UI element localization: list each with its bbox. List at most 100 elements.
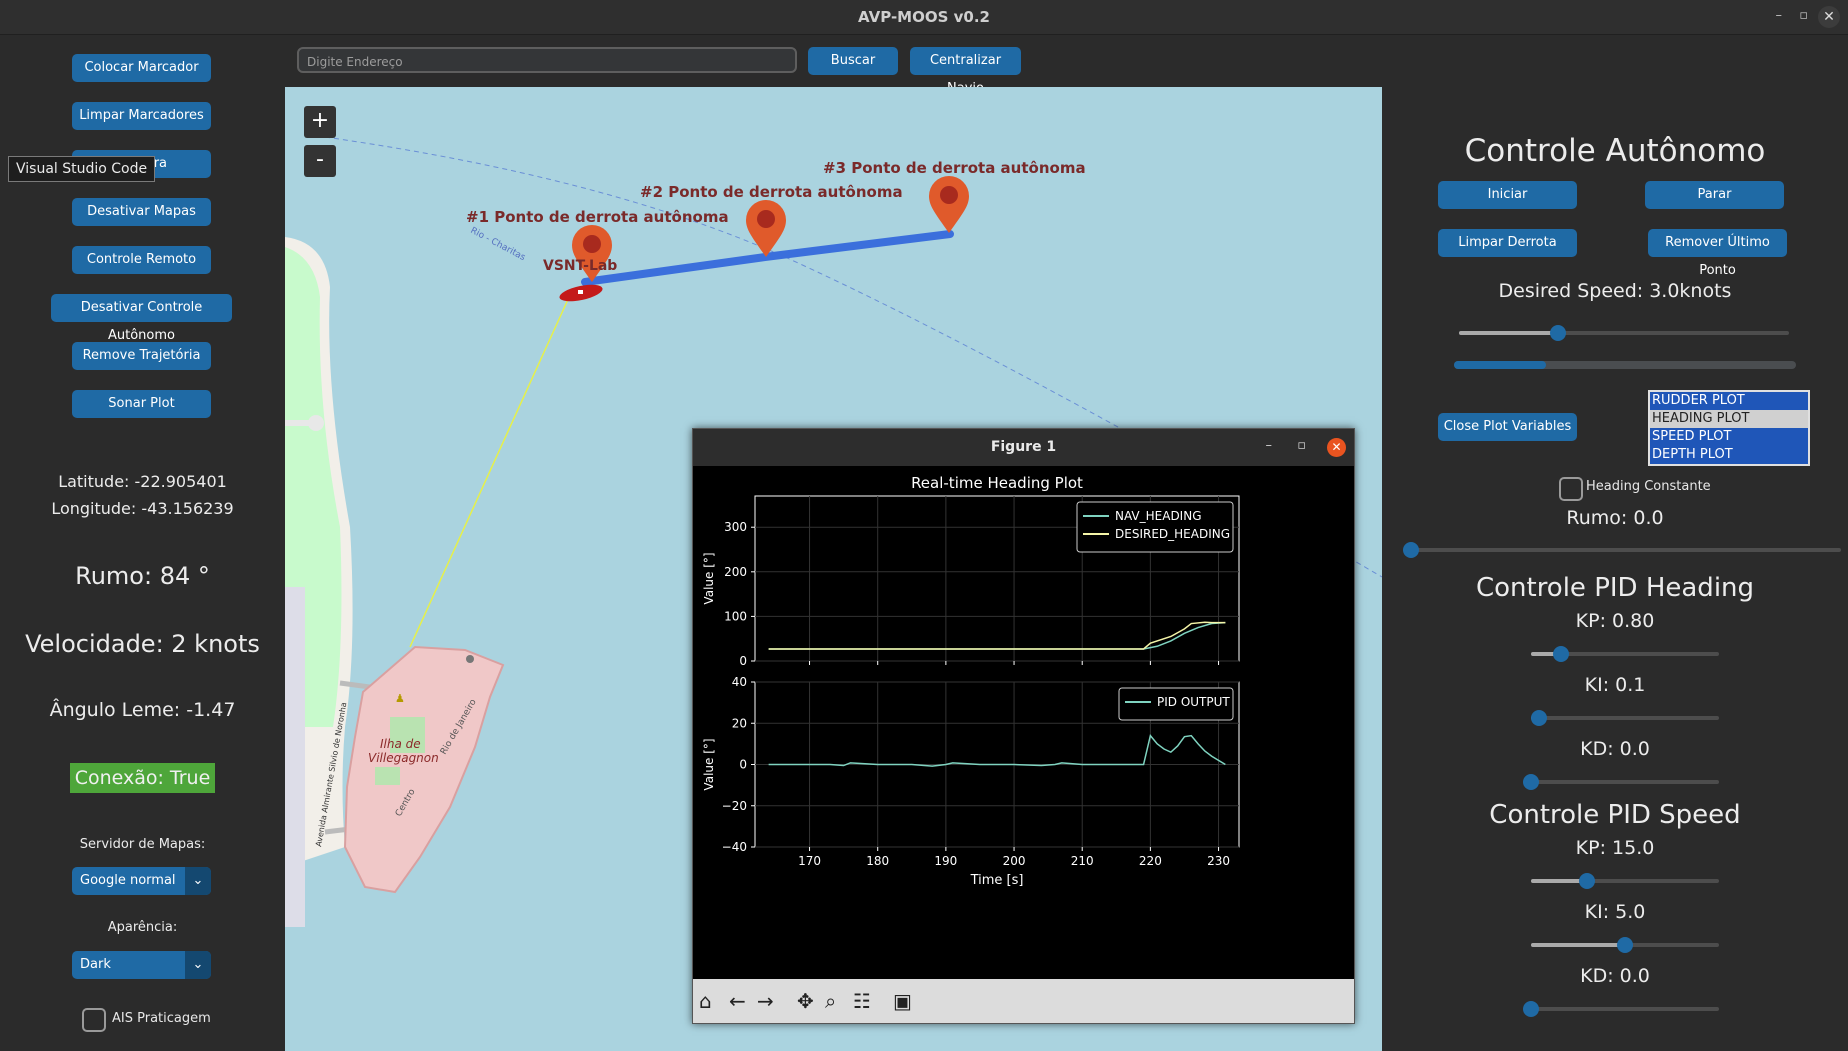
x-tick-label: 190 (934, 854, 957, 868)
route-label: Rio - Charitas (469, 226, 528, 263)
desativar-mapas-button[interactable]: Desativar Mapas (72, 198, 211, 226)
ais-praticagem-checkbox[interactable] (82, 1008, 106, 1032)
legend-label: PID OUTPUT (1157, 695, 1230, 709)
angulo-leme-readout: Ângulo Leme: -1.47 (49, 699, 236, 721)
colocar-marcador-button[interactable]: Colocar Marcador (72, 54, 211, 82)
heading-constante-label: Heading Constante (1586, 479, 1711, 494)
buscar-button[interactable]: Buscar (808, 47, 898, 75)
minimize-icon[interactable]: – (1775, 8, 1783, 23)
zoom-out-button[interactable]: - (304, 145, 336, 177)
x-tick-label: 230 (1207, 854, 1230, 868)
zoom-icon[interactable]: ⌕ (825, 989, 837, 1013)
list-item[interactable]: RUDDER PLOT (1652, 393, 1745, 408)
island-label-1: Ilha de (380, 737, 421, 751)
y-tick-label: −20 (722, 799, 747, 813)
list-item[interactable]: DEPTH PLOT (1652, 447, 1733, 462)
chevron-down-icon[interactable]: ⌄ (185, 867, 211, 895)
aparencia-select[interactable]: Dark ⌄ (72, 951, 211, 979)
heading-kp-slider[interactable] (1531, 646, 1719, 662)
slider-handle[interactable] (1550, 325, 1566, 341)
home-icon[interactable]: ⌂ (699, 989, 712, 1013)
speed-kp-slider[interactable] (1531, 873, 1719, 889)
slider-handle[interactable] (1523, 1001, 1539, 1017)
speed-ki-label: KI: 5.0 (1584, 901, 1646, 923)
figure-minimize-icon[interactable]: – (1265, 438, 1273, 453)
servidor-label: Servidor de Mapas: (79, 837, 206, 852)
figure-maximize-icon[interactable]: ▫ (1297, 438, 1306, 453)
desired-speed-label: Desired Speed: 3.0knots (1498, 280, 1732, 302)
desired-speed-slider[interactable] (1459, 325, 1789, 341)
slider-handle[interactable] (1553, 646, 1570, 662)
heading-constante-checkbox[interactable] (1559, 477, 1583, 501)
window-close-icon[interactable]: ✕ (1818, 6, 1840, 28)
y-tick-label: 100 (724, 609, 747, 623)
sonar-plot-button[interactable]: Sonar Plot (72, 390, 211, 418)
figure-close-icon[interactable]: ✕ (1327, 438, 1346, 457)
speed-kd-label: KD: 0.0 (1580, 965, 1650, 987)
chevron-down-icon[interactable]: ⌄ (185, 951, 211, 979)
legend-label: DESIRED_HEADING (1115, 527, 1230, 541)
x-tick-label: 220 (1139, 854, 1162, 868)
slider-handle[interactable] (1617, 937, 1633, 953)
legend-box (1076, 501, 1234, 553)
heading-kp-label: KP: 0.80 (1575, 610, 1655, 632)
series-line-pid-output (768, 733, 1226, 767)
waypoint-2-marker-icon[interactable] (746, 200, 786, 257)
x-tick-label: 180 (866, 854, 889, 868)
slider-handle[interactable] (1579, 873, 1596, 889)
centralizar-navio-button[interactable]: Centralizar Navio (910, 47, 1021, 96)
chart-title: Real-time Heading Plot (911, 474, 1083, 492)
list-item-selected[interactable]: HEADING PLOT (1650, 410, 1808, 428)
iniciar-button[interactable]: Iniciar (1438, 181, 1577, 209)
speed-progress-fill (1454, 361, 1547, 369)
waypoint-1-marker-icon[interactable] (572, 225, 612, 282)
figure-toolbar: ⌂ ← → ✥ ⌕ ☷ ▣ (693, 979, 1354, 1023)
back-icon[interactable]: ← (729, 989, 746, 1013)
aparencia-value: Dark (80, 957, 111, 972)
left-sidebar: Colocar Marcador Limpar Marcadores Câmer… (0, 35, 285, 1051)
speed-kd-slider[interactable] (1523, 1001, 1719, 1017)
address-input[interactable]: Digite Endereço (297, 47, 797, 73)
ais-praticagem-label: AIS Praticagem (112, 1011, 211, 1026)
map-poi (466, 655, 474, 663)
vessel-trail (409, 294, 571, 648)
slider-handle[interactable] (1403, 542, 1419, 558)
save-icon[interactable]: ▣ (893, 989, 912, 1013)
list-item[interactable]: SPEED PLOT (1652, 429, 1732, 444)
waypoint-1-label: #1 Ponto de derrota autônoma (466, 208, 729, 226)
limpar-marcadores-button[interactable]: Limpar Marcadores (72, 102, 211, 130)
vessel-marker (578, 290, 583, 294)
y-tick-label: 20 (732, 716, 747, 730)
slider-handle[interactable] (1523, 774, 1539, 790)
velocidade-readout: Velocidade: 2 knots (25, 630, 260, 658)
remove-trajetoria-button[interactable]: Remove Trajetória (72, 342, 211, 370)
zoom-in-button[interactable]: + (304, 106, 336, 138)
limpar-derrota-button[interactable]: Limpar Derrota (1438, 229, 1577, 257)
figure-window[interactable]: Figure 1 – ▫ ✕ Real-time Heading Plot 0 10… (692, 428, 1355, 1024)
heading-kd-slider[interactable] (1523, 774, 1719, 790)
y-tick-label: 40 (732, 675, 747, 689)
forward-icon[interactable]: → (757, 989, 774, 1013)
slider-handle[interactable] (1530, 710, 1547, 726)
desativar-controle-autonomo-button[interactable]: Desativar Controle Autônomo (51, 294, 232, 343)
pan-icon[interactable]: ✥ (797, 989, 814, 1013)
plot-variable-list[interactable]: RUDDER PLOT HEADING PLOT SPEED PLOT DEPT… (1648, 390, 1810, 466)
maximize-icon[interactable]: ▫ (1799, 8, 1808, 23)
planned-route-line (581, 230, 954, 286)
waypoint-3-label: #3 Ponto de derrota autônoma (823, 159, 1086, 177)
controle-remoto-button[interactable]: Controle Remoto (72, 246, 211, 274)
servidor-mapas-select[interactable]: Google normal ⌄ (72, 867, 211, 895)
runway (285, 587, 305, 927)
rumo-slider[interactable] (1403, 542, 1841, 558)
latitude-readout: Latitude: -22.905401 (58, 472, 227, 491)
map-toolbar: Digite Endereço Buscar Centralizar Navio (285, 35, 1382, 96)
taskbar-tooltip: Visual Studio Code (8, 156, 156, 182)
configure-icon[interactable]: ☷ (853, 989, 871, 1013)
parar-button[interactable]: Parar (1645, 181, 1784, 209)
waypoint-3-marker-icon[interactable] (929, 176, 969, 233)
heading-ki-slider[interactable] (1530, 710, 1719, 726)
series-line-desired_heading (768, 621, 1226, 650)
close-plot-variables-button[interactable]: Close Plot Variables (1438, 413, 1577, 441)
remover-ultimo-ponto-button[interactable]: Remover Último Ponto (1648, 229, 1787, 278)
speed-ki-slider[interactable] (1531, 937, 1719, 953)
